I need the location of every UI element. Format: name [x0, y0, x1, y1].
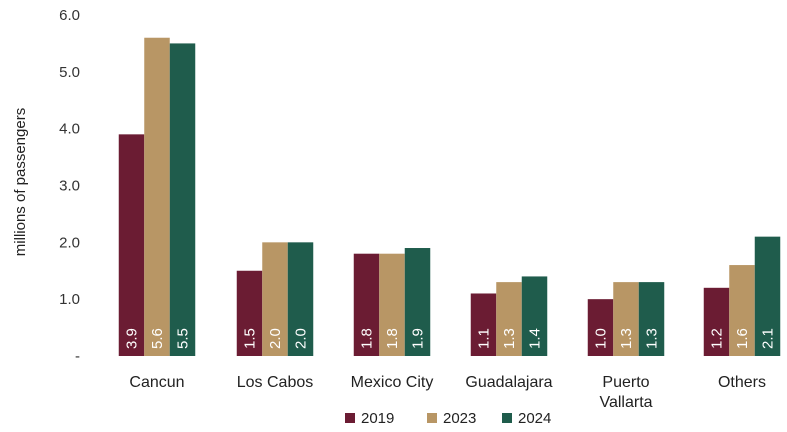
data-label: 5.5 [175, 328, 192, 349]
data-label: 1.2 [709, 328, 726, 349]
bar-2024 [287, 242, 314, 356]
bar-2019 [703, 287, 730, 356]
data-label: 1.3 [644, 328, 661, 349]
bar-2019 [587, 299, 614, 356]
data-label: 3.9 [124, 328, 141, 349]
bar-2024 [404, 248, 431, 356]
y-tick-label: 6.0 [59, 7, 80, 24]
bar-2019 [353, 253, 380, 356]
data-label: 1.3 [618, 328, 635, 349]
legend-label-2019: 2019 [361, 410, 394, 427]
bar-2019 [236, 270, 263, 356]
bar-2023 [496, 282, 522, 356]
bar-2019 [118, 134, 145, 356]
bar-2024 [521, 276, 548, 356]
data-label: 1.6 [734, 328, 751, 349]
x-category-label: Puerto Vallarta [599, 374, 652, 411]
bar-2023 [144, 37, 170, 356]
y-tick-label: - [75, 348, 80, 365]
data-label: 2.1 [760, 328, 777, 349]
y-tick-label: 4.0 [59, 121, 80, 138]
y-tick-label: 2.0 [59, 234, 80, 251]
x-category-label: Guadalajara [465, 374, 552, 391]
data-label: 1.8 [384, 328, 401, 349]
data-label: 1.8 [359, 328, 376, 349]
data-label: 1.3 [501, 328, 518, 349]
y-tick-label: 3.0 [59, 178, 80, 195]
y-tick-label: 5.0 [59, 64, 80, 81]
category-labels: Cancun Los Cabos Mexico City Guadalajara Pue… [129, 374, 766, 411]
bar-2019 [470, 293, 497, 356]
data-label: 1.4 [527, 328, 544, 349]
y-tick-label: 1.0 [59, 291, 80, 308]
bar-2023 [262, 242, 288, 356]
bar-2024 [754, 236, 781, 356]
x-category-label: Others [718, 374, 766, 391]
y-axis: - 1.0 2.0 3.0 4.0 5.0 6.0 [59, 7, 80, 365]
bar-2023 [379, 253, 405, 356]
data-label: 1.5 [242, 328, 259, 349]
legend-label-2023: 2023 [443, 410, 476, 427]
x-category-label: Cancun [129, 374, 184, 391]
x-category-label: Los Cabos [237, 374, 314, 391]
bar-2024 [638, 282, 665, 356]
bar-2024 [169, 43, 196, 357]
data-label: 2.0 [267, 328, 284, 349]
bar-2023 [613, 282, 639, 356]
x-category-label: Mexico City [351, 374, 434, 391]
legend-swatch-2019 [345, 413, 355, 423]
data-label: 2.0 [293, 328, 310, 349]
legend-label-2024: 2024 [518, 410, 551, 427]
data-label: 5.6 [149, 328, 166, 349]
bar-2023 [729, 265, 755, 356]
legend-swatch-2024 [502, 413, 512, 423]
legend: 2019 2023 2024 [345, 410, 551, 427]
data-label: 1.9 [410, 328, 427, 349]
legend-swatch-2023 [427, 413, 437, 423]
bars: 3.9 5.6 5.5 1.5 2.0 2.0 1.8 1.8 1.9 1.1 1.3 1.4 1.0 1… [118, 37, 781, 357]
data-label: 1.0 [593, 328, 610, 349]
data-label: 1.1 [476, 328, 493, 349]
y-axis-title: millions of passengers [12, 108, 29, 256]
